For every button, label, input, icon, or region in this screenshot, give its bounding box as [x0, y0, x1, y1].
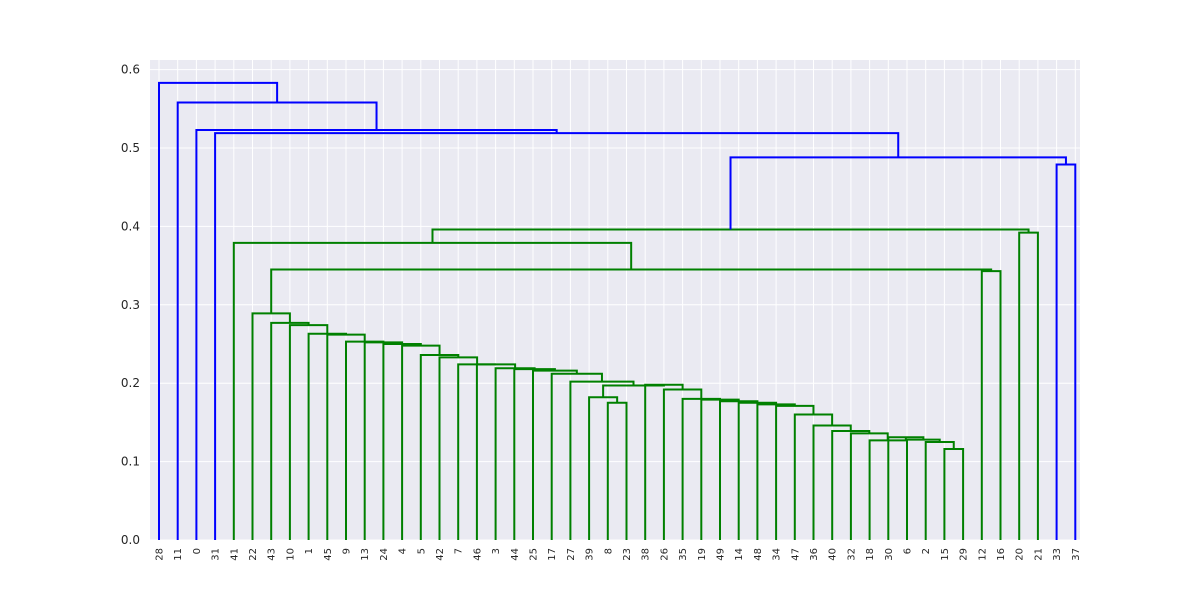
leaf-label-25: 23	[622, 548, 633, 561]
leaf-label-3: 31	[211, 548, 222, 561]
leaf-label-23: 39	[585, 548, 596, 561]
leaf-label-18: 3	[491, 548, 502, 554]
y-tick-label-1: 0.1	[121, 455, 140, 469]
leaf-label-24: 8	[603, 548, 614, 554]
dendrogram-links	[158, 81, 1077, 540]
leaf-label-46: 20	[1015, 548, 1026, 561]
leaf-label-13: 4	[398, 548, 409, 554]
leaf-label-38: 18	[865, 548, 876, 561]
leaf-label-5: 22	[248, 548, 259, 561]
leaf-label-48: 33	[1052, 548, 1063, 561]
leaf-label-19: 44	[510, 548, 521, 561]
leaf-label-39: 30	[884, 548, 895, 561]
leaf-label-4: 41	[229, 548, 240, 561]
y-tick-label-5: 0.5	[121, 141, 140, 155]
leaf-label-0: 28	[155, 548, 166, 561]
leaf-label-41: 2	[921, 548, 932, 554]
leaf-label-49: 37	[1071, 548, 1082, 561]
leaf-label-35: 36	[809, 548, 820, 561]
leaf-label-40: 6	[903, 548, 914, 554]
leaf-label-17: 46	[472, 548, 483, 561]
y-tick-label-0: 0.0	[121, 533, 140, 547]
leaf-label-21: 17	[547, 548, 558, 561]
leaf-label-42: 15	[940, 548, 951, 561]
leaf-label-16: 7	[454, 548, 465, 554]
leaf-label-45: 16	[996, 548, 1007, 561]
leaf-label-36: 40	[828, 548, 839, 561]
y-axis-ticks: 0.0 0.1 0.2 0.3 0.4 0.5 0.6	[121, 63, 140, 547]
leaf-label-28: 35	[678, 548, 689, 561]
leaf-label-20: 25	[529, 548, 540, 561]
leaf-label-12: 24	[379, 548, 390, 561]
y-tick-label-2: 0.2	[121, 376, 140, 390]
leaf-label-8: 1	[304, 548, 315, 554]
leaf-label-29: 19	[697, 548, 708, 561]
leaf-label-10: 9	[342, 548, 353, 554]
leaf-label-14: 5	[416, 548, 427, 554]
y-tick-label-4: 0.4	[121, 219, 140, 233]
y-tick-label-6: 0.6	[121, 63, 140, 77]
link-48	[158, 81, 279, 540]
leaf-label-11: 13	[360, 548, 371, 561]
leaf-label-6: 43	[267, 548, 278, 561]
leaf-label-30: 49	[716, 548, 727, 561]
leaf-label-22: 27	[566, 548, 577, 561]
leaf-label-37: 32	[846, 548, 857, 561]
leaf-label-7: 10	[285, 548, 296, 561]
leaf-label-44: 12	[977, 548, 988, 561]
leaf-label-9: 45	[323, 548, 334, 561]
leaf-label-31: 14	[734, 548, 745, 561]
leaf-label-2: 0	[192, 548, 203, 554]
leaf-label-43: 29	[959, 548, 970, 561]
leaf-label-32: 48	[753, 548, 764, 561]
leaf-label-15: 42	[435, 548, 446, 561]
link-25	[475, 363, 517, 540]
leaf-label-27: 26	[659, 548, 670, 561]
leaf-label-34: 47	[790, 548, 801, 561]
leaf-label-47: 21	[1033, 548, 1044, 561]
link-26	[457, 363, 497, 540]
x-axis-leaf-labels: 28 11 0 31 41 22 43 10 1 45 9 13 24 4 5 42 7 46 3 44 25 17 27 3…	[155, 548, 1082, 561]
y-tick-label-3: 0.3	[121, 298, 140, 312]
leaf-label-26: 38	[641, 548, 652, 561]
leaf-label-1: 11	[173, 548, 184, 561]
leaf-label-33: 34	[772, 548, 783, 561]
